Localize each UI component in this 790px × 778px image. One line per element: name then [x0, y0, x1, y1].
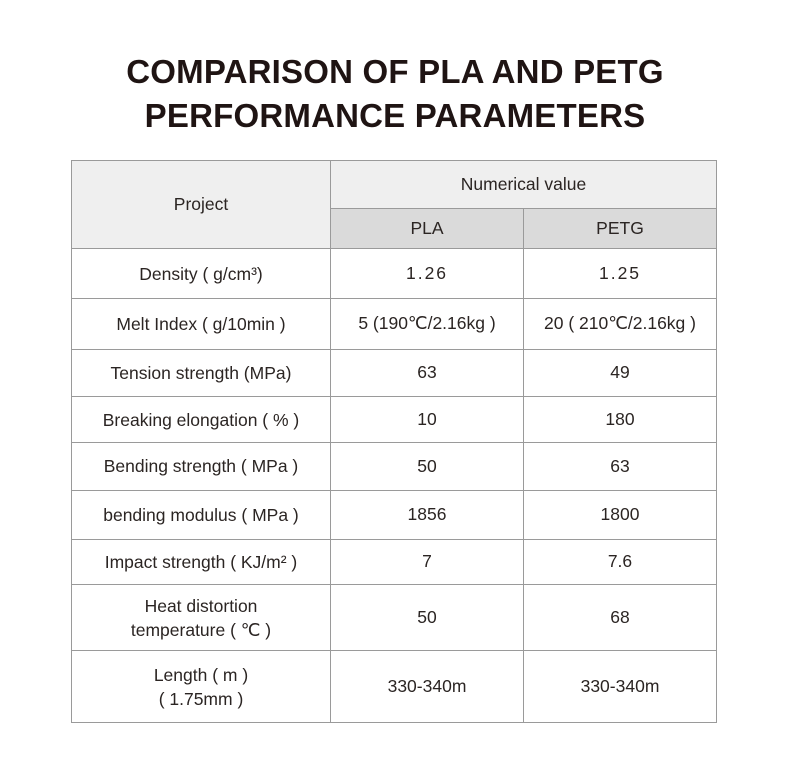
table-row: Length ( m ) ( 1.75mm ) 330-340m 330-340…	[71, 650, 717, 723]
header-numerical-value: Numerical value	[330, 160, 717, 209]
petg-value: 330-340m	[523, 650, 717, 723]
petg-value: 180	[523, 395, 717, 444]
pla-value: 1856	[330, 489, 524, 540]
row-label: Density ( g/cm³)	[71, 247, 331, 300]
petg-value: 68	[523, 584, 717, 652]
row-label-line: temperature ( ℃ )	[130, 619, 272, 640]
row-label: Breaking elongation ( % )	[71, 395, 331, 444]
table-row: Breaking elongation ( % ) 10 180	[71, 395, 717, 444]
petg-value: 20 ( 210℃/2.16kg )	[523, 298, 717, 350]
table-body: Density ( g/cm³) 1.26 1.25 Melt Index ( …	[71, 247, 717, 723]
pla-value: 50	[330, 442, 524, 491]
row-label: Melt Index ( g/10min )	[71, 298, 331, 350]
header-petg: PETG	[523, 208, 717, 249]
pla-value: 7	[330, 538, 524, 586]
pla-value: 63	[330, 348, 524, 397]
row-label-line: Heat distortion	[144, 595, 258, 616]
row-label-line: Bending strength ( MPa )	[103, 456, 299, 477]
pla-value: 5 (190℃/2.16kg )	[330, 298, 524, 350]
row-label-line: Density ( g/cm³)	[139, 263, 263, 284]
row-label: Length ( m ) ( 1.75mm )	[71, 650, 331, 723]
row-label-line: Melt Index ( g/10min )	[116, 313, 286, 334]
row-label-line: Tension strength (MPa)	[110, 362, 292, 383]
header-pla: PLA	[330, 208, 524, 249]
pla-value: 330-340m	[330, 650, 524, 723]
row-label-line: Impact strength ( KJ/m² )	[104, 551, 298, 572]
pla-value: 10	[330, 395, 524, 444]
table-row: Impact strength ( KJ/m² ) 7 7.6	[71, 538, 717, 586]
row-label-line: bending modulus ( MPa )	[103, 504, 299, 525]
table-row: Melt Index ( g/10min ) 5 (190℃/2.16kg ) …	[71, 298, 717, 350]
row-label-line: Breaking elongation ( % )	[102, 409, 300, 430]
petg-value: 49	[523, 348, 717, 397]
row-label: Bending strength ( MPa )	[71, 442, 331, 491]
table-row: bending modulus ( MPa ) 1856 1800	[71, 489, 717, 540]
row-label: Tension strength (MPa)	[71, 348, 331, 397]
petg-value: 63	[523, 442, 717, 491]
pla-value: 50	[330, 584, 524, 652]
petg-value: 1.25	[523, 247, 717, 300]
petg-value: 7.6	[523, 538, 717, 586]
table-row: Bending strength ( MPa ) 50 63	[71, 442, 717, 491]
comparison-table: Project Numerical value PLA PETG Density…	[71, 160, 717, 723]
table-row: Heat distortion temperature ( ℃ ) 50 68	[71, 584, 717, 652]
table-row: Density ( g/cm³) 1.26 1.25	[71, 247, 717, 300]
row-label: bending modulus ( MPa )	[71, 489, 331, 540]
title-line-2: PERFORMANCE PARAMETERS	[144, 97, 646, 134]
page-title: COMPARISON OF PLA AND PETG PERFORMANCE P…	[0, 50, 790, 138]
petg-value: 1800	[523, 489, 717, 540]
table-row: Tension strength (MPa) 63 49	[71, 348, 717, 397]
row-label-line: Length ( m )	[153, 664, 249, 685]
row-label: Heat distortion temperature ( ℃ )	[71, 584, 331, 652]
header-project: Project	[71, 160, 331, 249]
title-line-1: COMPARISON OF PLA AND PETG	[126, 53, 664, 90]
row-label-line: ( 1.75mm )	[158, 688, 244, 709]
pla-value: 1.26	[330, 247, 524, 300]
row-label: Impact strength ( KJ/m² )	[71, 538, 331, 586]
